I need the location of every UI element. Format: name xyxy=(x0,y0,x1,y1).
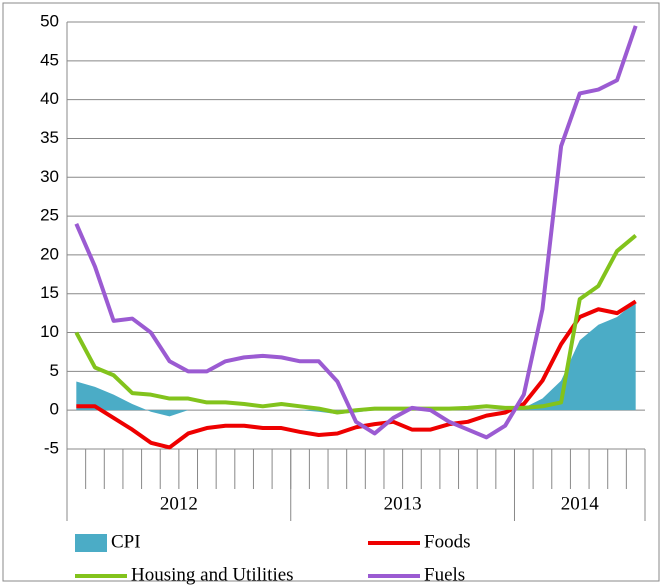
legend-label: CPI xyxy=(111,531,141,552)
year-label: 2014 xyxy=(561,493,600,514)
y-tick-label: 45 xyxy=(40,50,59,69)
y-tick-label: 40 xyxy=(40,89,59,108)
y-tick-label: 0 xyxy=(50,400,59,419)
series-line xyxy=(74,25,638,440)
series-line xyxy=(74,233,637,415)
legend-label: Foods xyxy=(424,531,470,552)
y-tick-label: 5 xyxy=(50,361,59,380)
series-line xyxy=(76,299,637,450)
year-label: 2013 xyxy=(384,493,422,514)
y-tick-label: 25 xyxy=(40,206,59,225)
y-tick-label: 20 xyxy=(40,244,59,263)
cpi-area xyxy=(76,301,636,417)
y-tick-label: -5 xyxy=(44,438,59,457)
legend-label: Fuels xyxy=(424,564,465,585)
y-tick-label: 50 xyxy=(40,11,59,30)
y-tick-label: 10 xyxy=(40,322,59,341)
y-tick-label: 35 xyxy=(40,128,59,147)
y-tick-label: 30 xyxy=(40,167,59,186)
year-label: 2012 xyxy=(160,493,198,514)
legend-swatch xyxy=(75,534,107,552)
chart-border xyxy=(2,2,660,582)
y-tick-label: 15 xyxy=(40,283,59,302)
legend-label: Housing and Utilities xyxy=(131,564,294,585)
